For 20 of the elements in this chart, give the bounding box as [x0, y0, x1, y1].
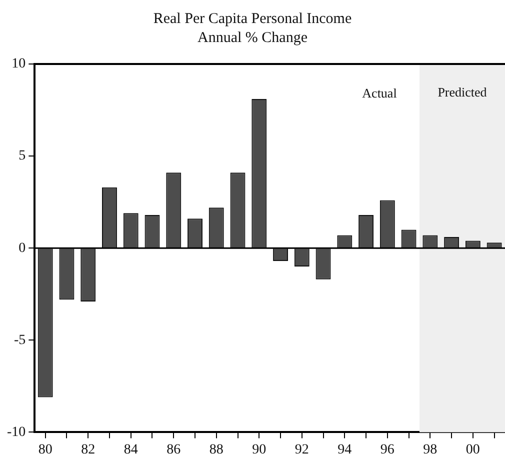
y-tick-label: -5 — [14, 332, 26, 348]
x-tick-label: 00 — [466, 442, 480, 458]
annotation: Actual — [362, 85, 398, 100]
x-tick-label: 98 — [423, 442, 438, 458]
y-tick-label: 0 — [18, 240, 26, 256]
x-tick-label: 94 — [338, 442, 352, 458]
x-tick-label: 96 — [380, 442, 394, 458]
x-tick-label: 88 — [209, 442, 224, 458]
band-label: Predicted — [438, 84, 488, 100]
x-tick-label: 90 — [252, 442, 266, 458]
x-tick-label: 82 — [81, 442, 96, 458]
x-tick-label: 86 — [166, 442, 181, 458]
x-tick-label: 84 — [124, 442, 138, 458]
x-tick-label: 80 — [38, 442, 52, 458]
chart-title: Real Per Capita Personal Income — [152, 10, 353, 29]
chart-subtitle: Annual % Change — [196, 29, 308, 48]
x-tick-label: 92 — [294, 442, 309, 458]
y-tick-label: -10 — [6, 424, 26, 440]
y-tick-label: 5 — [18, 148, 26, 164]
y-tick-label: 10 — [12, 56, 26, 72]
